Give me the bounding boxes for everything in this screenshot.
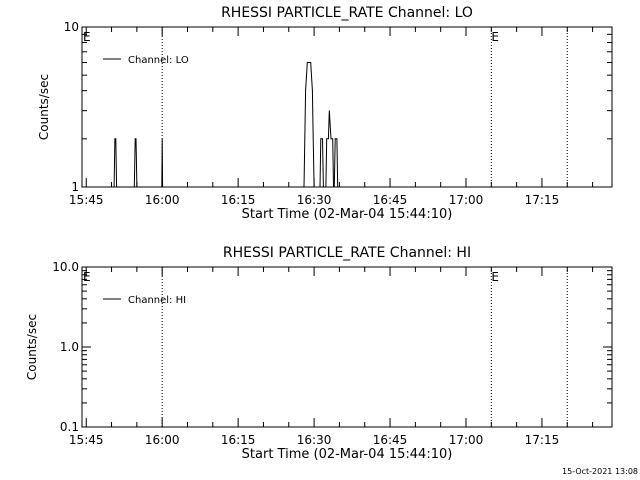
panel-1-data-point bbox=[161, 186, 163, 188]
panel-1-data-point bbox=[330, 138, 332, 140]
panel-2-x-tick-label: 17:00 bbox=[449, 433, 484, 447]
panel-1-title: RHESSI PARTICLE_RATE Channel: LO bbox=[221, 5, 473, 21]
panel-1-series-line bbox=[161, 138, 164, 188]
panel-1-data-point bbox=[161, 138, 163, 140]
panel-1-data-point bbox=[135, 138, 137, 140]
panel-1-x-tick-label: 16:15 bbox=[221, 193, 256, 207]
panel-2-y-tick-label: 10.0 bbox=[52, 260, 79, 274]
panel-1-data-point bbox=[306, 62, 308, 63]
panel-1-data-point bbox=[325, 186, 327, 188]
panel-1-series-line bbox=[333, 138, 339, 188]
panel-1-y-tick-label: 10 bbox=[64, 20, 79, 34]
panel-1-data-point bbox=[319, 186, 321, 188]
panel-1-data-point bbox=[305, 90, 307, 92]
panel-1-legend-label: Channel: LO bbox=[128, 55, 189, 66]
panel-1-marker-label: E bbox=[491, 30, 499, 44]
panel-1-data-point bbox=[313, 186, 315, 188]
panel-2-y-tick-label: 1.0 bbox=[60, 340, 79, 354]
panel-1-series-line bbox=[319, 138, 324, 188]
panel-1-data-point bbox=[312, 138, 314, 140]
panel-1-data-point bbox=[113, 186, 115, 188]
panel-1-x-tick-label: 16:30 bbox=[297, 193, 332, 207]
panel-1-data-point bbox=[326, 138, 328, 140]
panel-1-frame bbox=[81, 26, 613, 188]
panel-1-data-point bbox=[303, 186, 305, 188]
panel-1-data-point bbox=[136, 186, 138, 188]
panel-1-x-tick-label: 17:15 bbox=[525, 193, 560, 207]
panel-2-x-tick-label: 15:45 bbox=[69, 433, 104, 447]
panel-1-data-point bbox=[332, 138, 334, 140]
panel-1-edge-label: E bbox=[83, 30, 91, 44]
panel-1-data-point bbox=[134, 138, 136, 140]
panel-1-data-point bbox=[162, 186, 163, 188]
panel-2-title: RHESSI PARTICLE_RATE Channel: HI bbox=[223, 245, 471, 261]
panel-2-edge-label: E bbox=[83, 270, 91, 284]
panel-1-x-tick-label: 15:45 bbox=[69, 193, 104, 207]
panel-1-y-axis-label: Counts/sec bbox=[37, 74, 51, 140]
panel-1-data-point bbox=[115, 138, 117, 140]
panel-1-data-point bbox=[328, 110, 330, 112]
panel-1-series-line bbox=[133, 138, 138, 188]
panel-1-x-tick-label: 17:00 bbox=[449, 193, 484, 207]
panel-1-data-point bbox=[336, 138, 338, 140]
panel-1-data-point bbox=[310, 62, 312, 63]
panel-2-marker-label: E bbox=[491, 270, 499, 284]
panel-1-data-point bbox=[311, 90, 313, 92]
panel-1-data-point bbox=[328, 138, 329, 140]
panel-1-x-tick-label: 16:00 bbox=[145, 193, 180, 207]
panel-1-x-axis-label: Start Time (02-Mar-04 15:44:10) bbox=[242, 207, 453, 222]
panel-2-x-tick-label: 17:15 bbox=[525, 433, 560, 447]
panel-2-x-tick-label: 16:30 bbox=[297, 433, 332, 447]
panel-1-data-point bbox=[322, 186, 324, 188]
panel-1-x-tick-label: 16:45 bbox=[373, 193, 408, 207]
panel-1-data-point bbox=[320, 138, 322, 140]
panel-2-x-tick-label: 16:15 bbox=[221, 433, 256, 447]
panel-1-data-point bbox=[322, 138, 323, 140]
panel-2-x-tick-label: 16:00 bbox=[145, 433, 180, 447]
panel-2-x-axis-label: Start Time (02-Mar-04 15:44:10) bbox=[242, 447, 453, 462]
panel-1-data-point bbox=[337, 186, 339, 188]
panel-1-data-point bbox=[114, 138, 116, 140]
panel-1-series-line bbox=[303, 62, 315, 188]
panel-1-series-line bbox=[325, 110, 334, 188]
panel-1-data-point bbox=[333, 186, 335, 188]
panel-2-x-tick-label: 16:45 bbox=[373, 433, 408, 447]
plot-timestamp: 15-Oct-2021 13:08 bbox=[562, 467, 638, 476]
panel-2-y-axis-label: Counts/sec bbox=[25, 314, 39, 380]
panel-1-data-point bbox=[116, 186, 118, 188]
panel-1-data-point bbox=[334, 138, 336, 140]
panel-1-data-point bbox=[333, 186, 334, 188]
panel-2-y-tick-label: 0.1 bbox=[60, 420, 79, 434]
panel-2-legend-label: Channel: HI bbox=[128, 295, 186, 306]
panel-1-series-line bbox=[113, 138, 118, 188]
panel-1-data-point bbox=[133, 186, 135, 188]
panel-1-y-tick-label: 1 bbox=[71, 180, 79, 194]
panel-2-frame bbox=[81, 266, 613, 428]
